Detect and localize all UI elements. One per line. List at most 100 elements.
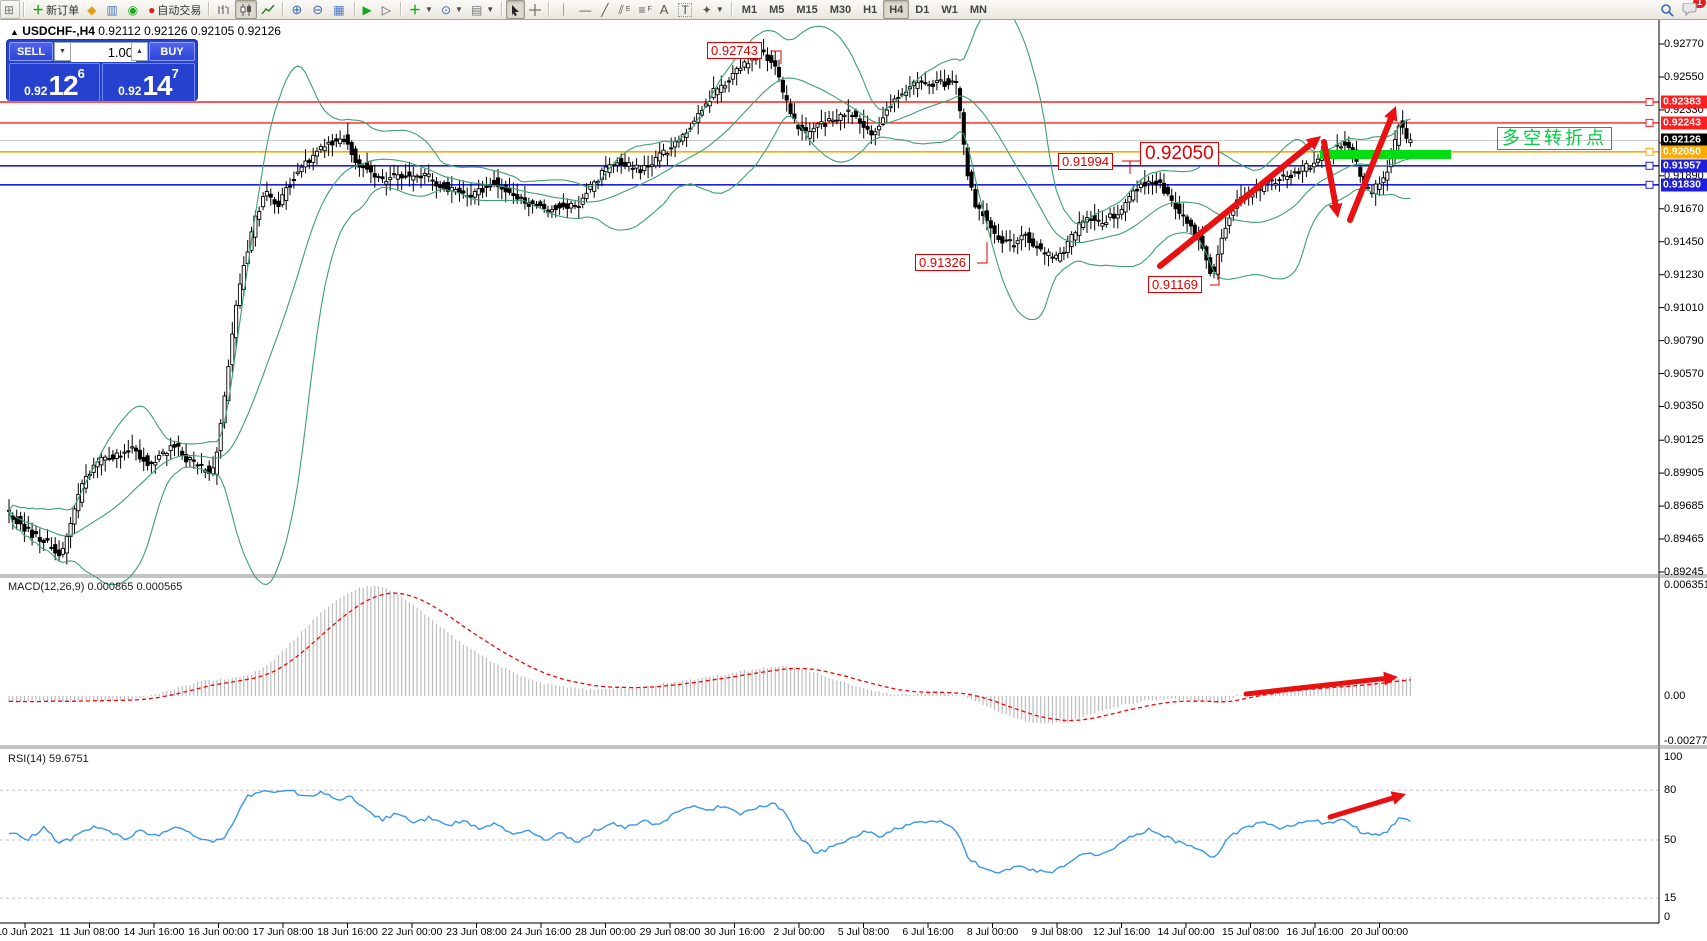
sell-price-display[interactable]: 0.92 12 6 [9, 63, 100, 102]
zoom-in-icon: ⊕ [291, 1, 303, 17]
one-click-trading-panel: SELL ▼ ▲ BUY 0.92 12 6 0.92 14 7 [7, 40, 197, 102]
volume-increase-button[interactable]: ▲ [131, 42, 148, 61]
time-axis-label: 6 Jul 16:00 [902, 926, 954, 938]
price-tick-label: 0.92770 [1664, 38, 1704, 50]
buy-price-prefix: 0.92 [118, 84, 142, 98]
macd-label: MACD(12,26,9) 0.000865 0.000565 [8, 581, 182, 593]
rsi-label: RSI(14) 59.6751 [8, 753, 89, 765]
auto-scroll-button[interactable]: ▶ [359, 0, 378, 19]
auto-scroll-icon: ▶ [362, 2, 372, 17]
chart-window-icon: ▥ [106, 2, 118, 17]
vertical-line-button[interactable]: ｜ [553, 0, 575, 19]
search-button[interactable] [1656, 0, 1678, 19]
new-chart-button[interactable]: ⊞ [0, 0, 21, 19]
timeframe-M15[interactable]: M15 [796, 3, 818, 16]
timeframe-M5[interactable]: M5 [769, 3, 785, 16]
notifications-button[interactable]: 1 [1678, 0, 1706, 19]
annotation-high-0.92743[interactable]: 0.92743 [707, 42, 762, 59]
horizontal-line-icon: — [579, 2, 592, 17]
text-icon: A [659, 1, 669, 17]
timeframe-M30[interactable]: M30 [829, 3, 852, 16]
sell-price-prefix: 0.92 [24, 84, 48, 98]
annotation-level-0.91994[interactable]: 0.91994 [1058, 153, 1113, 170]
toolbar-separator [353, 2, 356, 17]
time-axis-label: 12 Jul 16:00 [1092, 926, 1151, 938]
line-chart-icon [261, 4, 275, 14]
rsi-value: 59.6751 [48, 753, 89, 765]
signals-button[interactable]: ◉ [124, 0, 144, 19]
time-axis-label: 30 Jun 16:00 [704, 926, 765, 938]
cursor-button[interactable] [506, 0, 526, 19]
line-chart-button[interactable] [257, 0, 279, 19]
notification-badge: 1 [1692, 0, 1706, 8]
zoom-out-button[interactable]: ⊖ [308, 0, 329, 19]
auto-trading-label: 自动交易 [157, 4, 202, 17]
timeframe-H4[interactable]: H4 [883, 0, 910, 19]
buy-price-display[interactable]: 0.92 14 7 [102, 63, 195, 102]
crosshair-button[interactable] [525, 0, 545, 19]
timeframe-M1[interactable]: M1 [741, 3, 758, 16]
annotation-level-0.92050[interactable]: 0.92050 [1140, 142, 1219, 166]
auto-trading-button[interactable]: ● 自动交易 [144, 0, 205, 19]
bar-chart-button[interactable] [213, 0, 235, 19]
trendline-button[interactable]: ╱ [597, 0, 614, 19]
annotation-pivot-text[interactable]: 多空转折点 [1497, 127, 1612, 150]
toolbar-separator [501, 2, 504, 17]
new-order-button[interactable]: ＋ 新订单 [28, 0, 83, 19]
time-axis-label: 18 Jun 16:00 [317, 926, 378, 938]
timeframe-H1[interactable]: H1 [863, 3, 878, 16]
channel-icon: ⫽ [618, 2, 624, 17]
time-axis-label: 15 Jul 08:00 [1221, 926, 1280, 938]
periods-button[interactable]: ⊙ ▼ [437, 0, 467, 19]
text-button[interactable]: A [656, 0, 675, 19]
macd-scale-label: -0.002779 [1664, 735, 1707, 747]
chart-shift-button[interactable]: ▷ [378, 0, 397, 19]
timeframe-MN[interactable]: MN [969, 3, 987, 16]
price-tick-label: 0.89245 [1664, 566, 1704, 578]
collapse-triangle-icon[interactable]: ▲ [10, 27, 19, 37]
tile-windows-button[interactable]: ▦ [329, 0, 350, 19]
buy-price-pip: 7 [171, 66, 179, 81]
timeframe-W1[interactable]: W1 [941, 3, 958, 16]
candlestick-button[interactable] [235, 0, 258, 19]
rsi-scale-label: 0 [1664, 911, 1671, 923]
templates-button[interactable]: ▤ ▼ [467, 0, 498, 19]
market-watch-button[interactable]: ▥ [102, 0, 123, 19]
toolbar-separator [208, 2, 211, 17]
price-tick-label: 0.90570 [1664, 367, 1704, 380]
zoom-in-button[interactable]: ⊕ [287, 0, 308, 19]
caret-down-icon: ▼ [486, 5, 495, 14]
time-axis-label: 16 Jul 16:00 [1286, 926, 1344, 938]
timeframe-D1[interactable]: D1 [915, 3, 930, 16]
text-label-icon: T [678, 2, 692, 17]
caret-down-icon: ▼ [715, 5, 724, 14]
rsi-scale-label: 50 [1664, 834, 1677, 846]
macd-value-1: 0.000865 [87, 581, 134, 593]
sell-button[interactable]: SELL [9, 42, 53, 61]
text-label-button[interactable]: T [674, 0, 697, 19]
ohlc-open: 0.92112 [98, 24, 141, 38]
volume-decrease-button[interactable]: ▼ [54, 42, 71, 61]
annotation-low-0.91326[interactable]: 0.91326 [915, 254, 970, 271]
bar-chart-icon [218, 4, 229, 14]
deposit-button[interactable]: ◆ [83, 0, 102, 19]
time-axis-label: 14 Jun 16:00 [123, 926, 185, 938]
toolbar-separator [548, 2, 551, 17]
crosshair-icon [529, 3, 542, 16]
toolbar-right-group: 1 [1656, 0, 1706, 19]
rsi-name: RSI(14) [8, 753, 46, 765]
buy-button[interactable]: BUY [149, 42, 195, 61]
price-badge-0.91830: 0.91830 [1661, 178, 1707, 192]
fibonacci-button[interactable]: ≡ F [638, 2, 652, 17]
annotation-low-0.91169[interactable]: 0.91169 [1148, 276, 1203, 293]
volume-input[interactable] [71, 43, 136, 62]
indicators-button[interactable]: ＋ ▼ [405, 0, 437, 19]
shapes-button[interactable]: ✦ ▼ [698, 0, 728, 19]
horizontal-line-button[interactable]: — [575, 0, 597, 19]
channel-button[interactable]: ⫽ E [618, 2, 631, 17]
time-axis-label: 23 Jun 08:00 [446, 926, 507, 938]
template-icon: ▤ [470, 2, 483, 17]
time-axis-label: 16 Jun 00:00 [188, 926, 249, 938]
